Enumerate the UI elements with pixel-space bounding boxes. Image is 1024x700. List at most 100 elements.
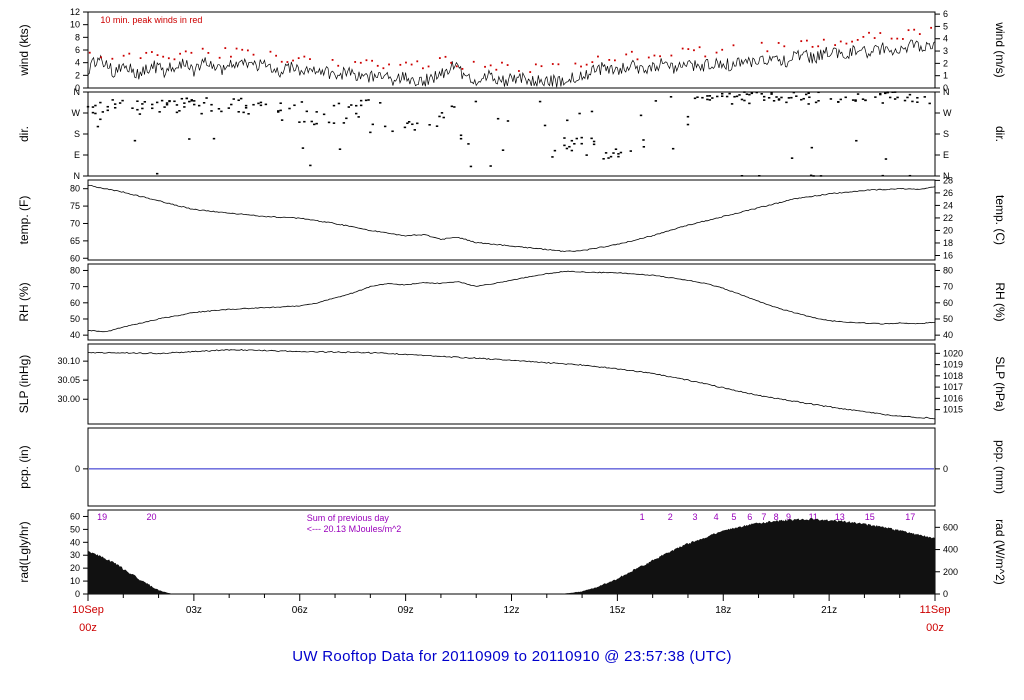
wind-direction-dot (810, 146, 814, 149)
wind-direction-dot (252, 103, 255, 106)
wind-direction-dot (802, 97, 805, 100)
wind-direction-dot (200, 112, 203, 115)
wind-peak-10min-dot (805, 39, 808, 42)
wind-direction-dot (908, 174, 912, 177)
slp-right-tick: 1015 (943, 405, 963, 415)
x-tick-label: 12z (503, 605, 519, 616)
wind-direction-dot (570, 149, 574, 152)
x-tick-label: 21z (821, 605, 837, 616)
wind-direction-dot (91, 111, 95, 114)
x-axis: 03z 06z 09z 12z 15z 18z 21z 10Sep 00z 11Sep 00z (72, 594, 951, 634)
wind-direction-dot (696, 96, 699, 98)
wind-direction-dot (469, 165, 473, 168)
wind-direction-dot (244, 106, 248, 109)
wind-peak-10min-dot (438, 57, 441, 59)
wind-peak-10min-dot (162, 55, 165, 58)
wind-direction-dot (188, 100, 191, 103)
slp-left-tick: 30.10 (57, 356, 80, 366)
wind-direction-dot (474, 100, 478, 103)
wind-direction-dot (671, 147, 675, 150)
wind-direction-dot (303, 120, 306, 123)
wind-direction-dot (551, 156, 554, 158)
wind-direction-dot (916, 101, 919, 103)
wind-direction-dot (315, 111, 318, 113)
dir-right-tick: N (943, 171, 950, 181)
wind-peak-10min-dot (297, 57, 300, 60)
wind-direction-dot (151, 107, 154, 110)
wind-direction-dot (772, 99, 776, 102)
wind-direction-dot (654, 100, 658, 102)
temp-right-tick: 24 (943, 200, 953, 210)
wind-direction-dot (837, 100, 840, 103)
wind-direction-dot (453, 106, 456, 108)
rh-right-tick: 40 (943, 330, 953, 340)
rad-hour-sum-label: 19 (97, 512, 107, 522)
rad-hour-sum-label: 2 (668, 512, 673, 522)
wind-direction-dot (908, 93, 912, 96)
wind-direction-dot (881, 102, 884, 104)
rh-right-tick: 50 (943, 314, 953, 324)
rh-left-tick: 40 (70, 330, 80, 340)
wind-direction-dot (357, 116, 360, 118)
wind-direction-dot (96, 125, 100, 128)
wind-direction-dot (748, 102, 751, 105)
wind-right-tick: 6 (943, 9, 948, 19)
wind-direction-dot (604, 152, 608, 154)
wind-direction-dot (347, 106, 351, 108)
wind-direction-dot (428, 124, 431, 126)
wind-peak-10min-dot (337, 64, 340, 67)
wind-peak-10min-dot (636, 58, 639, 61)
wind-direction-dot (438, 115, 441, 118)
wind-direction-dot (413, 129, 417, 131)
sea-level-pressure-trace (87, 349, 936, 420)
rad-hour-sum-label: 3 (693, 512, 698, 522)
wind-peak-10min-dot (597, 55, 599, 58)
wind-direction-dot (210, 110, 213, 112)
wind-peak-10min-dot (811, 45, 814, 48)
wind-direction-dot (416, 122, 419, 125)
wind-direction-dot (175, 104, 179, 106)
wind-direction-dot (322, 113, 326, 116)
wind-peak-10min-dot (845, 42, 848, 45)
wind-peak-10min-dot (501, 61, 503, 64)
wind-direction-dot (817, 91, 820, 94)
wind-direction-dot (903, 99, 907, 102)
wind-peak-10min-dot (269, 50, 272, 53)
rad-right-tick: 0 (943, 589, 948, 599)
wind-direction-dot (230, 103, 233, 106)
dir-right-axis-label: dir. (993, 126, 1007, 142)
wind-direction-dot (563, 137, 566, 139)
wind-peak-10min-dot (721, 48, 724, 51)
wind-direction-dot (755, 91, 758, 94)
wind-peak-10min-dot (292, 59, 294, 62)
wind-direction-dot (708, 95, 712, 97)
wind-peak-10min-dot (376, 64, 379, 67)
pcp-right-tick: 0 (943, 464, 948, 474)
rad-annotation: Sum of previous day (307, 513, 390, 523)
wind-peak-10min-dot (574, 62, 577, 65)
wind-peak-10min-dot (834, 44, 837, 46)
wind-peak-10min-dot (331, 59, 334, 61)
wind-left-tick: 6 (75, 45, 80, 55)
wind-peak-10min-dot (461, 67, 464, 70)
wind-direction-dot (740, 98, 744, 101)
wind-direction-dot (777, 98, 781, 100)
wind-peak-10min-dot (670, 54, 673, 57)
wind-direction-dot (609, 155, 613, 158)
wind-direction-dot (708, 99, 712, 101)
wind-direction-dot (570, 139, 574, 142)
wind-direction-dot (99, 118, 102, 121)
wind-direction-dot (706, 98, 709, 101)
temp-left-tick: 65 (70, 236, 80, 246)
wind-peak-10min-dot (693, 49, 695, 52)
wind-direction-dot (804, 93, 808, 96)
wind-direction-dot (193, 100, 196, 102)
wind-peak-10min-dot (901, 38, 904, 40)
wind-direction-dot (750, 92, 754, 95)
wind-direction-dot (367, 99, 370, 101)
wind-peak-10min-dot (551, 63, 554, 65)
